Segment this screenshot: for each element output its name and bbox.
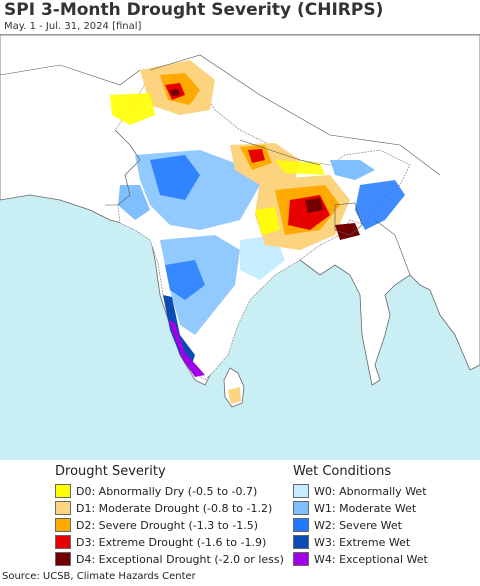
- w2-region-south: [165, 260, 205, 300]
- d4-region-north: [170, 89, 180, 96]
- w1-region-west: [118, 185, 150, 220]
- legend-item-d0: D0: Abnormally Dry (-0.5 to -0.7): [55, 483, 257, 499]
- d4-region-east: [305, 198, 323, 213]
- legend-item-d2: D2: Severe Drought (-1.3 to -1.5): [55, 517, 258, 533]
- legend-swatch-w2: [293, 518, 309, 532]
- map-subtitle: May. 1 - Jul. 31, 2024 [final]: [4, 21, 142, 32]
- legend-swatch-d4: [55, 552, 71, 566]
- legend-item-w4: W4: Exceptional Wet: [293, 551, 428, 567]
- d3-region-gangetic: [248, 149, 265, 163]
- legend-label-d1: D1: Moderate Drought (-0.8 to -1.2): [76, 501, 273, 515]
- legend-item-w1: W1: Moderate Wet: [293, 500, 416, 516]
- border-pakistan: [105, 129, 141, 206]
- source-credit: Source: UCSB, Climate Hazards Center: [2, 571, 196, 582]
- d0-region-central-east: [255, 207, 280, 235]
- legend-item-w0: W0: Abnormally Wet: [293, 483, 427, 499]
- legend-label-d4: D4: Exceptional Drought (-2.0 or less): [76, 552, 284, 566]
- legend-label-d3: D3: Extreme Drought (-1.6 to -1.9): [76, 535, 267, 549]
- border-afghanistan: [0, 64, 141, 86]
- border-nepal: [239, 139, 321, 166]
- drought-map: [0, 34, 480, 462]
- legend-panel: Drought Severity Wet Conditions D0: Abno…: [0, 460, 480, 568]
- legend-label-w1: W1: Moderate Wet: [314, 501, 417, 515]
- legend-label-d2: D2: Severe Drought (-1.3 to -1.5): [76, 518, 259, 532]
- legend-swatch-w1: [293, 501, 309, 515]
- d0-region-nepal: [275, 160, 325, 175]
- d4-region-bengal: [335, 223, 360, 240]
- country-borders: [0, 54, 441, 276]
- legend-swatch-d2: [55, 518, 71, 532]
- legend-label-w3: W3: Extreme Wet: [314, 535, 411, 549]
- drought-regions: [110, 60, 360, 404]
- map-title: SPI 3-Month Drought Severity (CHIRPS): [4, 0, 384, 20]
- border-myanmar: [374, 219, 411, 276]
- legend-swatch-d0: [55, 484, 71, 498]
- legend-swatch-d1: [55, 501, 71, 515]
- legend-label-w2: W2: Severe Wet: [314, 518, 402, 532]
- d0-region-northwest: [110, 93, 155, 125]
- legend-label-w4: W4: Exceptional Wet: [314, 552, 428, 566]
- legend-item-d3: D3: Extreme Drought (-1.6 to -1.9): [55, 534, 266, 550]
- border-china: [149, 54, 441, 176]
- legend-swatch-d3: [55, 535, 71, 549]
- legend-swatch-w4: [293, 552, 309, 566]
- w4-region-coast: [168, 320, 205, 377]
- legend-item-w2: W2: Severe Wet: [293, 517, 402, 533]
- w3-region-coast: [163, 295, 195, 370]
- legend-item-w3: W3: Extreme Wet: [293, 534, 410, 550]
- legend-label-w0: W0: Abnormally Wet: [314, 484, 427, 498]
- legend-item-d4: D4: Exceptional Drought (-2.0 or less): [55, 551, 284, 567]
- wet-legend-heading: Wet Conditions: [293, 464, 392, 479]
- legend-item-d1: D1: Moderate Drought (-0.8 to -1.2): [55, 500, 272, 516]
- legend-label-d0: D0: Abnormally Dry (-0.5 to -0.7): [76, 484, 258, 498]
- d1-region-srilanka: [228, 387, 241, 404]
- w2-region-northeast: [355, 180, 405, 230]
- legend-swatch-w0: [293, 484, 309, 498]
- drought-map-svg: [0, 35, 480, 461]
- drought-legend-heading: Drought Severity: [55, 464, 166, 479]
- legend-swatch-w3: [293, 535, 309, 549]
- border-bangladesh: [334, 202, 363, 236]
- w2-region-central: [150, 155, 200, 200]
- w1-region-northeast: [330, 160, 375, 180]
